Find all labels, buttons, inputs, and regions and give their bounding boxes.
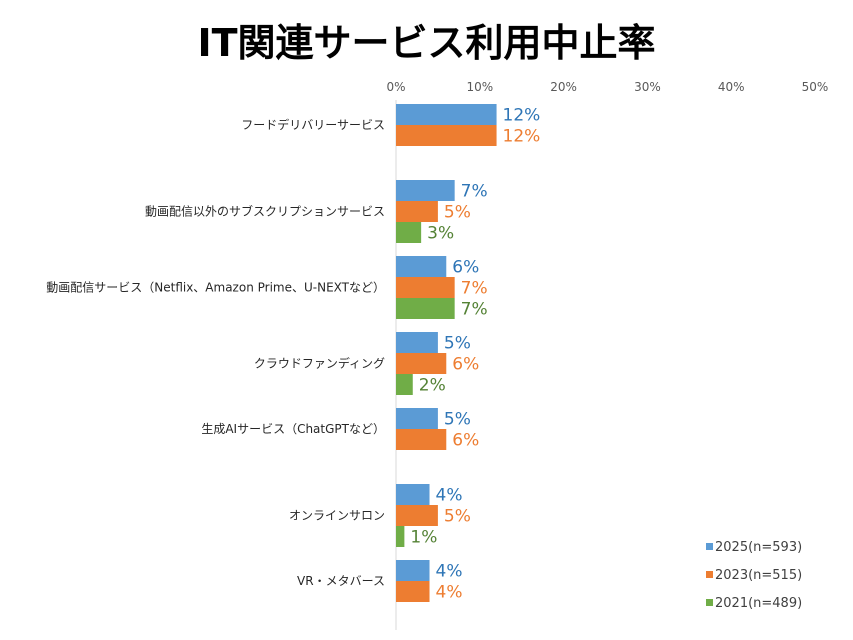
bar — [396, 332, 438, 353]
data-label: 1% — [410, 528, 437, 548]
bar — [396, 298, 455, 319]
bar — [396, 408, 438, 429]
bar — [396, 180, 455, 201]
bar — [396, 429, 447, 450]
data-label: 12% — [503, 106, 541, 126]
bar — [396, 505, 438, 526]
legend-label: 2025(n=593) — [715, 540, 802, 555]
bar — [396, 104, 497, 125]
data-label: 12% — [503, 127, 541, 147]
legend-swatch — [706, 543, 713, 550]
data-label: 4% — [436, 562, 463, 582]
data-label: 7% — [461, 300, 488, 320]
category-label: 動画配信サービス（Netflix、Amazon Prime、U-NEXTなど） — [46, 281, 385, 295]
legend-swatch — [706, 599, 713, 606]
bar — [396, 277, 455, 298]
category-label: オンラインサロン — [289, 509, 385, 523]
data-label: 2% — [419, 376, 446, 396]
bar — [396, 374, 413, 395]
data-label: 6% — [452, 431, 479, 451]
bar — [396, 560, 430, 581]
legend-label: 2021(n=489) — [715, 596, 802, 611]
bar — [396, 526, 405, 547]
data-label: 7% — [461, 279, 488, 299]
data-label: 5% — [444, 203, 471, 223]
data-label: 6% — [452, 355, 479, 375]
data-label: 6% — [452, 258, 479, 278]
category-label: フードデリバリーサービス — [241, 117, 385, 132]
data-label: 5% — [444, 334, 471, 354]
category-label: VR・メタバース — [297, 574, 385, 588]
legend-label: 2023(n=515) — [715, 568, 802, 583]
category-label: 動画配信以外のサブスクリプションサービス — [145, 204, 385, 219]
data-label: 4% — [436, 583, 463, 603]
bar — [396, 353, 447, 374]
bar — [396, 201, 438, 222]
category-label: 生成AIサービス（ChatGPTなど） — [201, 422, 385, 436]
data-label: 5% — [444, 410, 471, 430]
chart-title: IT関連サービス利用中止率 — [197, 21, 656, 65]
x-tick-label: 50% — [802, 80, 829, 94]
category-label: クラウドファンディング — [254, 356, 385, 371]
bar — [396, 125, 497, 146]
bar — [396, 222, 422, 243]
data-label: 3% — [427, 224, 454, 244]
x-tick-label: 40% — [718, 80, 745, 94]
x-tick-label: 30% — [634, 80, 661, 94]
data-label: 4% — [436, 486, 463, 506]
bar — [396, 256, 447, 277]
data-label: 5% — [444, 507, 471, 527]
legend-swatch — [706, 571, 713, 578]
x-tick-label: 20% — [550, 80, 577, 94]
x-tick-label: 10% — [466, 80, 493, 94]
bar — [396, 484, 430, 505]
bar — [396, 581, 430, 602]
x-tick-label: 0% — [386, 80, 405, 94]
data-label: 7% — [461, 182, 488, 202]
